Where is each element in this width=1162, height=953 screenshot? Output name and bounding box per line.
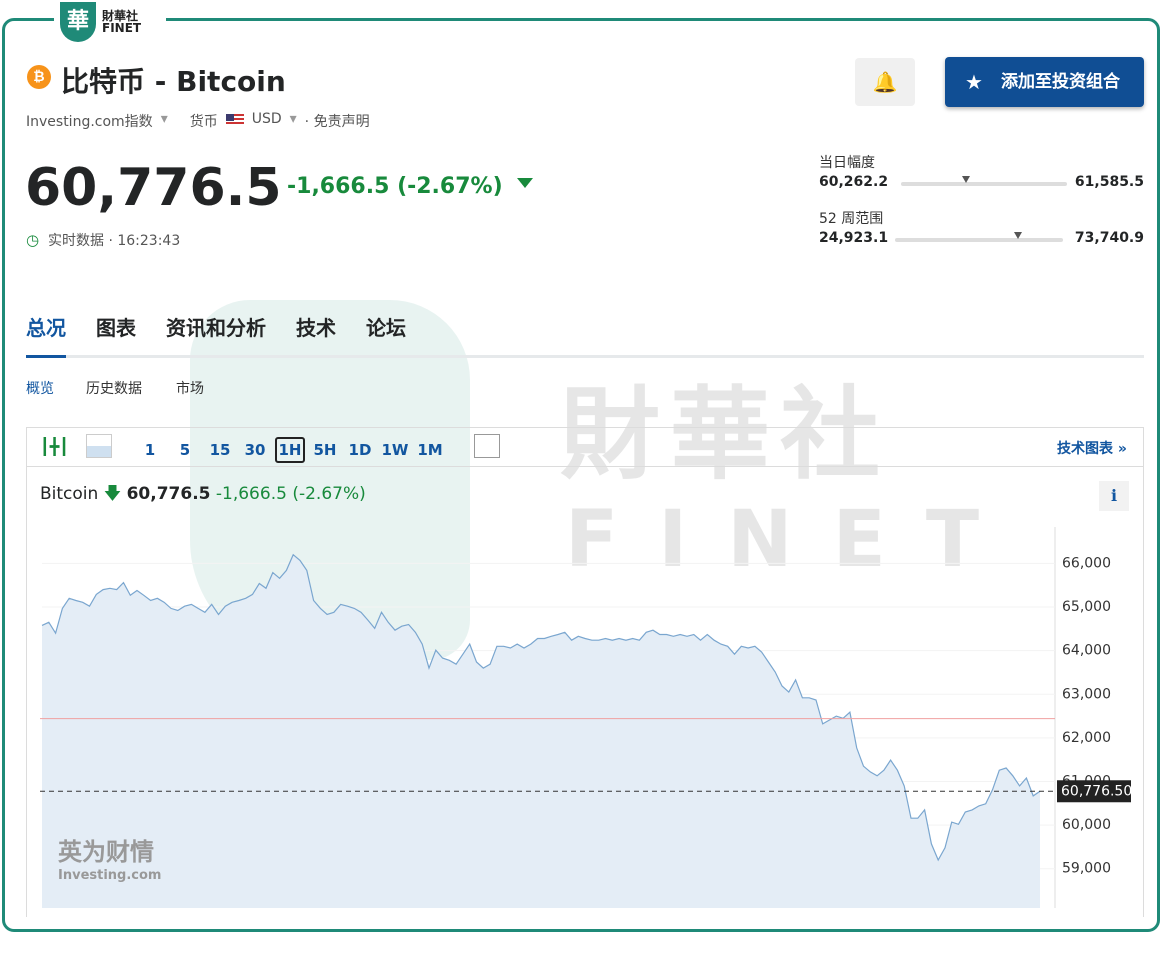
title: 比特币 - Bitcoin <box>61 65 286 98</box>
y-tick-label: 63,000 <box>1062 686 1111 702</box>
portfolio-button[interactable]: 添加至投资组合 <box>945 57 1144 107</box>
chart-watermark: 英为财情 Investing.com <box>58 840 161 888</box>
change-value: -1,666.5 <box>287 174 390 199</box>
tech-chart-link[interactable]: 技术图表 » <box>1057 441 1127 457</box>
watermark-shape <box>190 300 470 660</box>
interval[interactable]: 30 <box>244 441 266 459</box>
logo-name: 財華社 <box>102 9 139 23</box>
logo: 華財華社 FINET <box>54 0 166 44</box>
interval[interactable]: 15 <box>209 441 231 459</box>
change-pct: (-2.67%) <box>397 174 503 199</box>
candle-icon[interactable]: ┃╋┃ <box>40 437 69 456</box>
status: ◷ 实时数据 · 16:23:43 <box>26 231 181 249</box>
chart-legend: Bitcoin 🡇 60,776.5 -1,666.5 (-2.67%) <box>40 484 366 504</box>
range-high: 73,740.9 <box>1074 230 1144 246</box>
price: 60,776.5 <box>25 158 282 218</box>
tab[interactable]: 图表 <box>96 316 136 340</box>
range-low: 24,923.1 <box>819 230 889 246</box>
y-tick-label: 65,000 <box>1062 599 1111 615</box>
tab[interactable]: 论坛 <box>366 316 406 340</box>
currency[interactable]: USD <box>251 111 282 127</box>
currency-label: 货币 <box>189 114 218 130</box>
card <box>2 18 1160 932</box>
disclaimer[interactable]: · 免责声明 <box>304 114 370 130</box>
range-marker <box>1014 232 1023 243</box>
meta: Investing.com指数 ▾ 货币 USD ▾ · 免责声明 <box>26 111 370 130</box>
range-bar <box>895 232 1063 242</box>
interval[interactable]: 1H <box>275 437 305 463</box>
subtab[interactable]: 历史数据 <box>86 381 142 397</box>
interval[interactable]: 1 <box>144 441 156 459</box>
chart-box <box>26 427 1144 917</box>
area-fill <box>42 554 1040 908</box>
logo-sub: FINET <box>102 21 142 35</box>
watermark: 財華社 <box>560 376 890 493</box>
range-label: 当日幅度 <box>819 155 875 171</box>
last-value-label: 60,776.50 <box>1061 783 1132 799</box>
area-icon[interactable] <box>86 434 112 458</box>
chart: 59,00060,00061,00062,00063,00064,00065,0… <box>40 527 1132 908</box>
watermark-sub: FINET <box>565 495 1020 585</box>
subtab[interactable]: 概览 <box>26 381 54 397</box>
tab[interactable]: 技术 <box>296 316 336 340</box>
news-icon[interactable] <box>474 434 500 458</box>
legend-change: -1,666.5 <box>215 484 287 504</box>
legend-pct: (-2.67%) <box>292 484 366 504</box>
range-bar <box>901 176 1067 186</box>
subtab[interactable]: 市场 <box>176 381 204 397</box>
legend-price: 60,776.5 <box>126 484 211 504</box>
y-tick-label: 64,000 <box>1062 643 1111 659</box>
line <box>41 553 1041 862</box>
info-button[interactable]: i <box>1099 481 1129 511</box>
legend-name: Bitcoin <box>40 484 99 504</box>
last-value-box <box>1057 780 1131 803</box>
range-low: 60,262.2 <box>819 174 889 190</box>
chart-watermark-sub: Investing.com <box>58 868 162 883</box>
range-marker <box>961 176 970 187</box>
interval[interactable]: 1W <box>381 441 409 459</box>
interval[interactable]: 1D <box>348 441 372 459</box>
interval[interactable]: 5 <box>179 441 191 459</box>
tab-active-line <box>26 355 66 358</box>
chart-watermark-name: 英为财情 <box>58 838 154 866</box>
interval[interactable]: 1M <box>417 441 443 459</box>
y-tick-label: 66,000 <box>1062 555 1111 571</box>
change: -1,666.5 (-2.67%) <box>287 174 533 199</box>
tab[interactable]: 资讯和分析 <box>166 316 266 340</box>
y-tick-label: 59,000 <box>1062 861 1111 877</box>
toolbar: ┃╋┃ 技术图表 » <box>26 427 1144 467</box>
range-label: 52 周范围 <box>819 211 884 227</box>
y-tick-label: 62,000 <box>1062 730 1111 746</box>
source[interactable]: Investing.com指数 <box>26 114 153 130</box>
interval[interactable]: 5H <box>313 441 337 459</box>
status-text: 实时数据 · 16:23:43 <box>48 233 181 249</box>
y-tick-label: 60,000 <box>1062 817 1111 833</box>
coin-icon: ₿ <box>27 65 51 89</box>
range-high: 61,585.5 <box>1074 174 1144 190</box>
tab-line <box>26 355 1144 358</box>
tab[interactable]: 总况 <box>26 316 66 340</box>
alert-button[interactable]: 🔔 <box>855 58 915 106</box>
